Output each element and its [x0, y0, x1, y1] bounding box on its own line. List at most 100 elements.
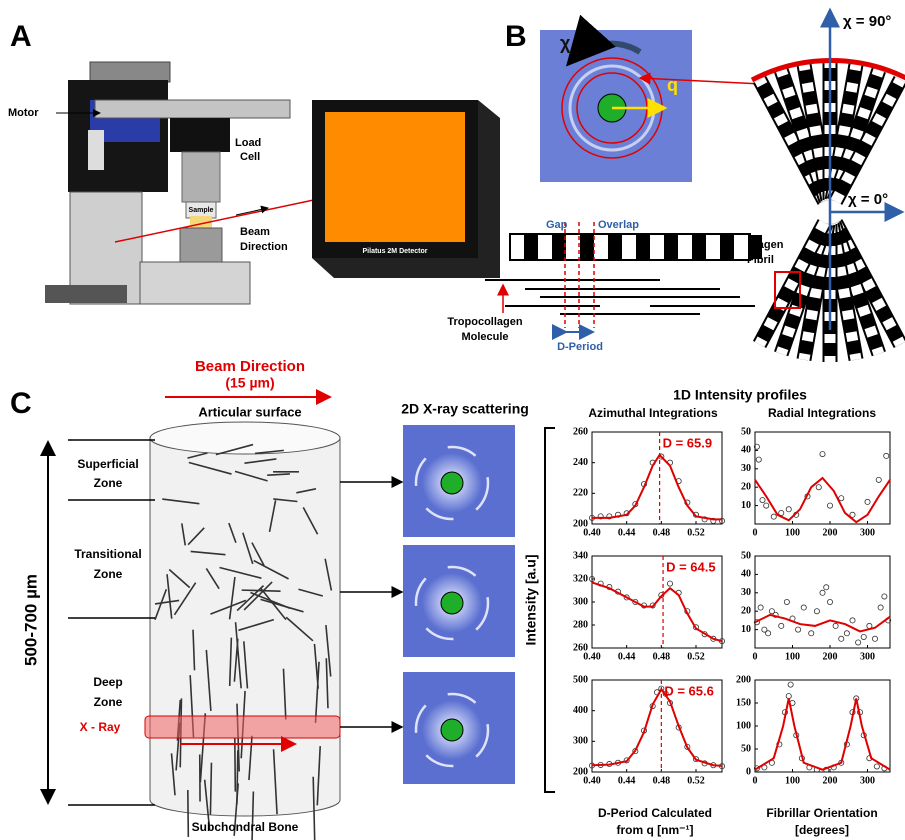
label: χ — [560, 33, 571, 53]
fibre — [188, 790, 189, 837]
label: χ = 90° — [843, 13, 891, 30]
label: Deep — [93, 675, 122, 689]
label: Transitional — [74, 547, 141, 561]
y-tick-label: 40 — [741, 569, 751, 580]
stripe — [692, 235, 706, 259]
panel-a: A Motor Load Cell Sample Beam Direction … — [8, 20, 500, 304]
cartilage-top — [150, 422, 340, 454]
fibre — [242, 590, 281, 591]
label: Beam Direction — [195, 358, 305, 375]
y-tick-label: 0 — [746, 766, 751, 777]
beamstop — [441, 719, 463, 741]
x-tick-label: 200 — [823, 527, 838, 538]
y-tick-label: 50 — [741, 426, 751, 437]
label: D-Period — [557, 341, 603, 353]
x-tick-label: 0 — [753, 775, 758, 786]
x-tick-label: 0 — [753, 527, 758, 538]
y-tick-label: 280 — [573, 619, 588, 630]
label: Zone — [94, 695, 123, 709]
x-tick-label: 0.52 — [687, 775, 705, 786]
label: 2D X-ray scattering — [401, 401, 529, 417]
label: Gap — [546, 219, 568, 231]
panel-label: A — [10, 20, 32, 53]
y-tick-label: 200 — [573, 766, 588, 777]
label: Tropocollagen — [447, 316, 522, 328]
x-tick-label: 300 — [860, 527, 875, 538]
fibril-bar — [510, 234, 750, 260]
y-tick-label: 10 — [741, 500, 751, 511]
bracket — [545, 428, 555, 792]
y-tick-label: 200 — [573, 518, 588, 529]
label: χ = 0° — [848, 191, 888, 208]
y-tick-label: 300 — [573, 736, 588, 747]
y-tick-label: 240 — [573, 457, 588, 468]
base-step — [140, 262, 250, 304]
x-tick-label: 0.52 — [687, 651, 705, 662]
label: (15 µm) — [225, 375, 274, 391]
label: q — [667, 75, 678, 95]
y-tick-label: 320 — [573, 573, 588, 584]
detector-sensor — [325, 112, 465, 242]
plot-frame — [755, 680, 890, 772]
x-tick-label: 0.48 — [653, 527, 671, 538]
x-tick-label: 0.52 — [687, 527, 705, 538]
label: Articular surface — [198, 404, 301, 419]
y-tick-label: 50 — [741, 550, 751, 561]
label: Zone — [94, 567, 123, 581]
beamstop — [441, 592, 463, 614]
label: Motor — [8, 107, 39, 119]
y-tick-label: 20 — [741, 481, 751, 492]
stripe — [580, 235, 594, 259]
annotation: D = 65.6 — [664, 683, 714, 698]
fibre — [235, 738, 236, 791]
x-tick-label: 300 — [860, 651, 875, 662]
y-tick-label: 100 — [736, 720, 751, 731]
y-tick-label: 50 — [741, 743, 751, 754]
xray-beam — [145, 716, 340, 738]
cylinder — [182, 152, 220, 202]
scattering-images — [403, 425, 515, 784]
x-tick-label: 0 — [753, 651, 758, 662]
x-tick-label: 100 — [785, 775, 800, 786]
y-tick-label: 10 — [741, 624, 751, 635]
y-tick-label: 400 — [573, 705, 588, 716]
y-tick-label: 30 — [741, 587, 751, 598]
y-tick-label: 20 — [741, 605, 751, 616]
label: Superficial — [77, 457, 138, 471]
label: Load — [235, 137, 261, 149]
label: Direction — [240, 241, 288, 253]
y-tick-label: 40 — [741, 445, 751, 456]
rod — [88, 130, 104, 170]
plate — [90, 62, 170, 82]
stripe — [748, 235, 762, 259]
stripe — [608, 235, 622, 259]
figure: A Motor Load Cell Sample Beam Direction … — [0, 0, 905, 840]
label: Pilatus 2M Detector — [363, 248, 428, 255]
stripes — [524, 235, 762, 259]
label: 1D Intensity profiles — [673, 387, 807, 403]
label: Zone — [94, 476, 123, 490]
beamstop — [441, 472, 463, 494]
foot — [45, 285, 127, 303]
axis-title: Intensity [a.u] — [523, 554, 539, 645]
pointer — [236, 208, 268, 215]
stripe — [664, 235, 678, 259]
x-tick-label: 0.48 — [653, 775, 671, 786]
axis-title: from q [nm⁻¹] — [617, 823, 694, 837]
y-tick-label: 220 — [573, 488, 588, 499]
stripe — [636, 235, 650, 259]
axis-title: Fibrillar Orientation — [766, 806, 877, 820]
x-tick-label: 200 — [823, 651, 838, 662]
fibre — [210, 763, 211, 815]
load-cell — [170, 118, 230, 152]
annotation: D = 64.5 — [666, 559, 716, 574]
label: Radial Integrations — [768, 406, 876, 420]
stripe — [720, 235, 734, 259]
label: Subchondral Bone — [192, 820, 299, 834]
label: Cell — [240, 151, 260, 163]
label: Molecule — [461, 331, 508, 343]
y-tick-label: 340 — [573, 550, 588, 561]
y-tick-label: 260 — [573, 426, 588, 437]
panel-label: C — [10, 387, 32, 420]
y-tick-label: 30 — [741, 463, 751, 474]
